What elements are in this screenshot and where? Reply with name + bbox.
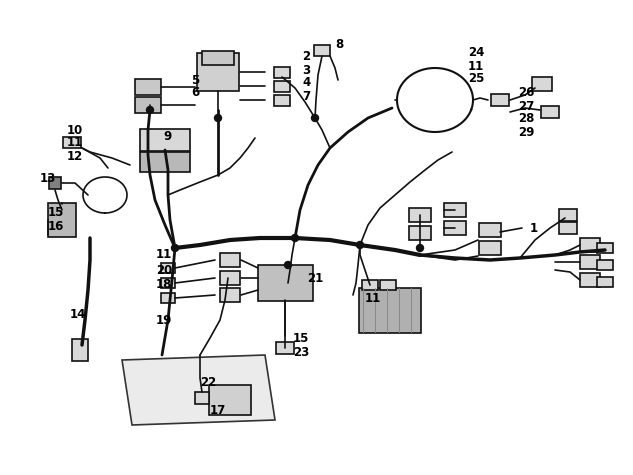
Bar xyxy=(580,273,600,287)
Circle shape xyxy=(311,114,318,122)
Bar xyxy=(220,253,240,267)
Bar xyxy=(362,280,378,290)
Circle shape xyxy=(356,241,363,248)
Bar xyxy=(63,136,81,148)
Bar xyxy=(559,209,577,221)
Text: 8: 8 xyxy=(335,38,343,50)
Text: 2: 2 xyxy=(302,50,310,64)
Text: 24: 24 xyxy=(468,47,484,59)
Bar xyxy=(140,152,190,172)
Bar xyxy=(479,241,501,255)
Text: 15: 15 xyxy=(293,332,310,344)
Circle shape xyxy=(146,106,153,114)
Bar xyxy=(597,277,613,287)
Text: 18: 18 xyxy=(156,278,172,292)
Bar xyxy=(220,271,240,285)
Text: 21: 21 xyxy=(307,272,323,285)
Text: 11: 11 xyxy=(67,136,84,150)
Text: 27: 27 xyxy=(518,99,534,113)
Bar xyxy=(258,265,313,301)
Circle shape xyxy=(417,245,423,251)
Bar xyxy=(597,243,613,253)
Bar xyxy=(48,203,76,237)
Bar xyxy=(220,288,240,302)
Text: 10: 10 xyxy=(67,124,84,136)
Text: 11: 11 xyxy=(156,248,172,262)
Text: 5: 5 xyxy=(191,74,199,86)
Text: 29: 29 xyxy=(518,125,534,139)
Text: 25: 25 xyxy=(468,73,484,86)
Text: 11: 11 xyxy=(365,292,381,304)
Bar xyxy=(479,223,501,237)
Text: 19: 19 xyxy=(156,314,172,326)
Bar xyxy=(380,280,396,290)
Bar xyxy=(135,97,161,113)
Text: 9: 9 xyxy=(163,130,172,142)
Circle shape xyxy=(172,245,179,251)
Bar xyxy=(444,221,466,235)
Bar xyxy=(580,238,600,252)
Bar xyxy=(161,293,175,303)
Text: 15: 15 xyxy=(48,207,65,219)
Text: 11: 11 xyxy=(468,59,484,73)
Text: 16: 16 xyxy=(48,219,65,232)
Text: 23: 23 xyxy=(293,345,310,359)
Bar xyxy=(532,77,552,91)
Text: 3: 3 xyxy=(302,64,310,76)
Text: 22: 22 xyxy=(200,376,216,389)
Text: 14: 14 xyxy=(70,308,86,322)
Bar xyxy=(161,278,175,288)
Circle shape xyxy=(284,262,292,268)
Bar xyxy=(135,79,161,95)
Bar xyxy=(444,203,466,217)
Bar xyxy=(161,263,175,273)
Circle shape xyxy=(215,114,222,122)
Bar xyxy=(314,45,330,56)
Text: 28: 28 xyxy=(518,113,534,125)
Bar xyxy=(541,106,559,118)
Text: 1: 1 xyxy=(530,221,538,235)
Bar xyxy=(274,66,290,77)
Bar xyxy=(597,260,613,270)
Bar xyxy=(72,339,88,361)
Bar xyxy=(209,385,251,415)
Text: 4: 4 xyxy=(302,76,310,89)
Bar xyxy=(580,255,600,269)
Text: 17: 17 xyxy=(210,403,226,417)
Circle shape xyxy=(292,235,299,241)
Bar xyxy=(197,53,239,91)
Bar xyxy=(559,222,577,234)
Bar xyxy=(409,208,431,222)
Text: 12: 12 xyxy=(67,150,84,162)
Bar xyxy=(49,177,61,189)
Polygon shape xyxy=(122,355,275,425)
Text: 7: 7 xyxy=(302,89,310,103)
Bar xyxy=(491,94,509,106)
Bar xyxy=(274,80,290,92)
Text: 6: 6 xyxy=(191,86,199,99)
Bar xyxy=(202,51,234,65)
Text: 20: 20 xyxy=(156,264,172,276)
Text: 13: 13 xyxy=(40,171,56,184)
Bar xyxy=(276,342,294,354)
Bar xyxy=(274,95,290,105)
Bar xyxy=(359,287,421,332)
Bar xyxy=(140,129,190,151)
Bar xyxy=(195,392,209,404)
Bar xyxy=(409,226,431,240)
Text: 26: 26 xyxy=(518,86,534,99)
